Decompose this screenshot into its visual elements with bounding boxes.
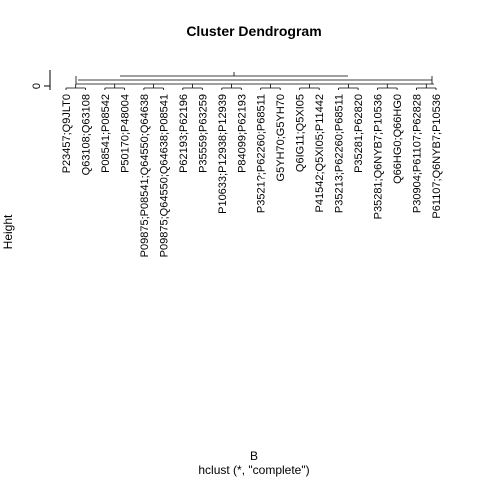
leaf-label: Q6IG11;Q5XI05 bbox=[295, 94, 307, 172]
leaf-label: P23457;Q9JLT0 bbox=[61, 94, 73, 173]
leaf-label: G5YH70;G5YH70 bbox=[275, 94, 287, 181]
y-axis-label: Height bbox=[1, 214, 15, 249]
leaf-label: P61107;Q6NYB7;P10536 bbox=[431, 94, 443, 219]
leaf-label: P09875;P08541;Q64550;Q64638 bbox=[139, 94, 151, 257]
leaf-label: P50170;P48004 bbox=[119, 94, 131, 173]
leaf-label: P08541;P08542 bbox=[100, 94, 112, 173]
leaf-label: Q66HG0;Q66HG0 bbox=[392, 94, 404, 184]
leaf-label: P35281;P62820 bbox=[353, 94, 365, 173]
leaf-label: P62193;P62196 bbox=[178, 94, 190, 173]
leaf-label: P35281;Q6NYB7;P10536 bbox=[373, 94, 385, 219]
x-axis-label: B bbox=[250, 449, 258, 463]
leaf-label: P10633;P12938;P12939 bbox=[217, 94, 229, 214]
leaf-label: Q63108;Q63108 bbox=[81, 94, 93, 175]
chart-title: Cluster Dendrogram bbox=[186, 23, 321, 39]
leaf-label: P41542;Q5XI05;P11442 bbox=[314, 94, 326, 212]
leaf-label: P3521?;P62260;P68511 bbox=[256, 94, 268, 213]
leaf-label: P35213;P62260;P68511 bbox=[334, 94, 346, 213]
y-tick-label-0: 0 bbox=[31, 83, 43, 89]
leaf-label: P84099;P62193 bbox=[236, 94, 248, 173]
leaf-label: P09875;Q64550;Q64638;P08541 bbox=[158, 94, 170, 257]
x-axis-sublabel: hclust (*, "complete") bbox=[198, 463, 309, 477]
leaf-labels: P23457;Q9JLT0 Q63108;Q63108 P08541;P08542 P… bbox=[61, 94, 443, 257]
leaf-label: P35559;P63259 bbox=[197, 94, 209, 173]
dendrogram-branches bbox=[65, 72, 437, 90]
leaf-label: P30904;P61107;P62828 bbox=[412, 94, 424, 213]
